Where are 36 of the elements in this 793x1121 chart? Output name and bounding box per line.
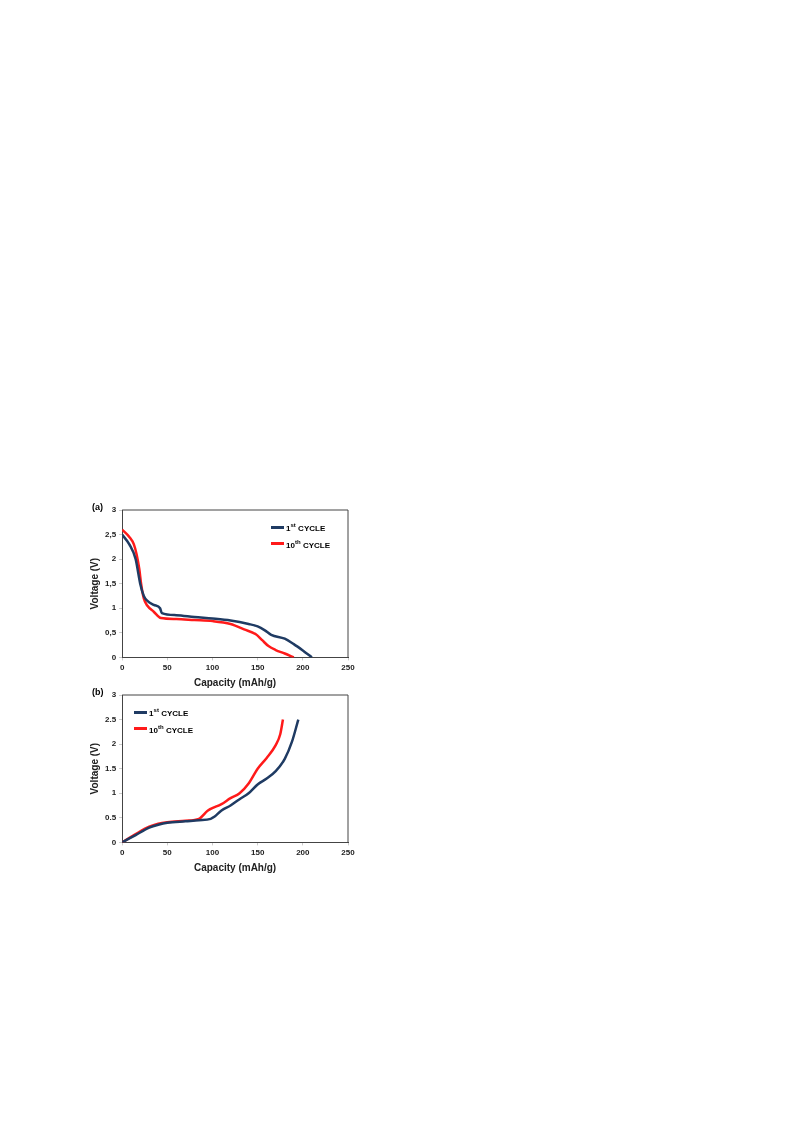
y-tick-label: 1.5 (105, 763, 117, 773)
y-tick-label: 2,5 (105, 529, 117, 539)
x-axis-title: Capacity (mAh/g) (193, 861, 277, 873)
y-axis-title: Voltage (V) (88, 742, 100, 795)
y-tick-label: 2 (111, 739, 117, 749)
y-axis-title: Voltage (V) (88, 557, 100, 610)
y-tick-label: 3 (111, 690, 117, 700)
x-tick-label: 200 (296, 663, 311, 673)
chart-title: (a) (92, 502, 103, 512)
y-tick-label: 0.5 (105, 813, 117, 823)
x-tick-label: 250 (341, 663, 356, 673)
y-tick-label: 1 (111, 603, 117, 613)
y-tick-label: 0,5 (105, 628, 117, 638)
y-tick-label: 0 (111, 837, 117, 847)
x-tick-label: 200 (296, 848, 311, 858)
x-tick-label: 0 (119, 663, 125, 673)
y-tick-label: 2 (111, 554, 117, 564)
x-tick-label: 100 (205, 848, 220, 858)
y-tick-label: 0 (111, 652, 117, 662)
legend-label: 10$^{th}$ CYCLE (149, 723, 194, 735)
y-tick-label: 2.5 (105, 714, 117, 724)
legend-label: 1$^{st}$ CYCLE (286, 522, 326, 533)
legend-label: 1$^{st}$ CYCLE (149, 707, 189, 718)
x-tick-label: 250 (341, 848, 356, 858)
x-tick-label: 50 (162, 848, 173, 858)
legend-label: 10$^{th}$ CYCLE (286, 538, 330, 550)
y-tick-label: 3 (111, 505, 117, 515)
y-tick-label: 1 (111, 788, 117, 798)
y-tick-label: 1,5 (105, 578, 117, 588)
x-tick-label: 150 (250, 848, 265, 858)
x-axis-title: Capacity (mAh/g) (193, 676, 277, 688)
x-tick-label: 0 (119, 848, 125, 858)
x-tick-label: 50 (162, 663, 173, 673)
x-tick-label: 100 (205, 663, 220, 673)
chart-title: (b) (92, 687, 104, 697)
x-tick-label: 150 (250, 663, 265, 673)
